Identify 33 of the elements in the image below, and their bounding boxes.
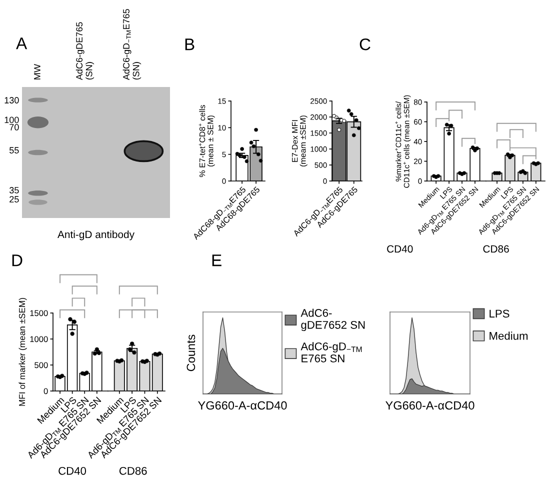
y-axis-title: E7-Dex MFI (meam ±SEM)	[292, 116, 308, 166]
text: 25	[10, 196, 19, 202]
chart-title: C	[360, 38, 370, 50]
text: A	[16, 38, 28, 50]
x-axis-title: CD40	[58, 466, 86, 475]
legend-label: AdC6- gDE7652 SN	[300, 308, 365, 332]
text: 130	[4, 97, 19, 104]
chart-title: E	[212, 254, 222, 266]
y-tick-label: 1000	[30, 336, 48, 342]
chart-title: D	[12, 254, 22, 266]
text: Anti-gD antibody	[58, 230, 134, 240]
x-axis-title: CD40	[387, 245, 413, 253]
y-tick-label: 500	[34, 362, 48, 368]
y-tick-label: 1500	[30, 310, 48, 316]
legend-label: Medium	[490, 332, 528, 340]
x-axis-title: YG660-A-αCD40	[386, 401, 474, 410]
text: 55	[10, 147, 19, 154]
category-label: AdC6-gDE765 (SN)	[76, 22, 94, 80]
x-axis-title: CD86	[483, 245, 509, 253]
text: 35	[9, 187, 19, 194]
legend-label: AdC6-gD$_{−TM}$ E765 SN	[300, 342, 362, 362]
legend-label: LPS	[490, 310, 510, 318]
chart-title: B	[185, 38, 194, 50]
text: 70	[10, 124, 19, 130]
category-label: AdC6-gD$_{−TM}$E765 (SN)	[122, 9, 142, 80]
x-axis-title: CD86	[119, 466, 147, 475]
y-tick-label: 0	[44, 388, 48, 394]
text: 100	[4, 116, 19, 124]
y-axis-title: Counts	[186, 334, 196, 372]
y-axis-title: % E7-tet$^{+}$CD8$^{+}$ cells (mean ± SEM)	[198, 105, 215, 178]
category-label: MW	[34, 64, 40, 80]
y-axis-title: MFI of marker (mean ±SEM)	[18, 298, 27, 406]
x-axis-title: YG660-A-αCD40	[198, 401, 287, 410]
